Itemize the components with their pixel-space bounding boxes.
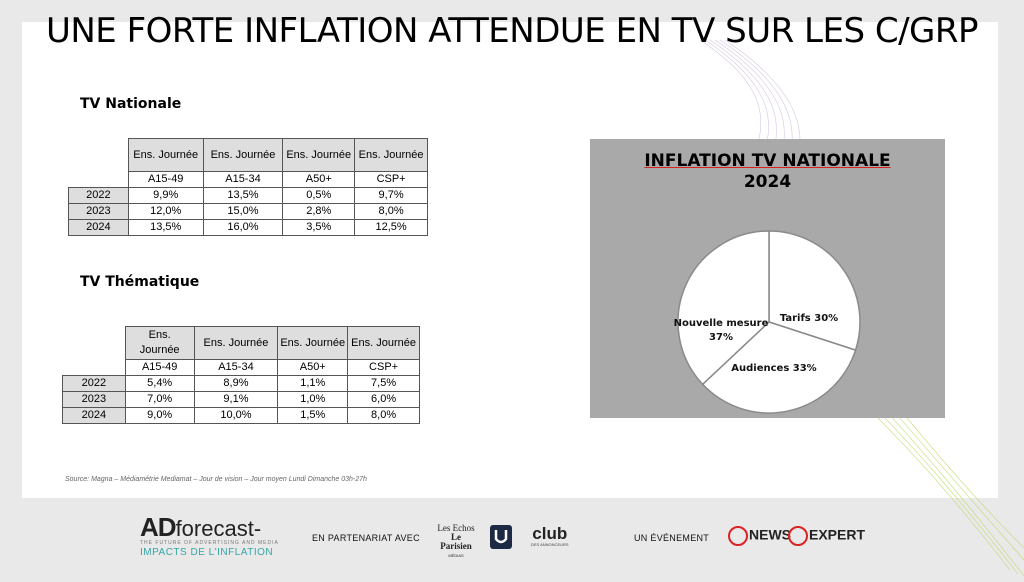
year-cell: 2023	[62, 391, 126, 408]
value-cell: 1,1%	[277, 375, 349, 392]
value-cell: 7,0%	[124, 391, 195, 408]
logo-ad-mark: AD	[140, 512, 177, 542]
pie-label: Nouvelle mesure 37%	[674, 318, 769, 343]
club-subtitle: DES ANNONCEURS	[531, 542, 569, 547]
value-cell: 9,1%	[193, 391, 279, 408]
club-wordmark: club	[532, 524, 568, 543]
pie-chart-panel: INFLATION TV NATIONALE 2024 Tarifs 30% Au…	[590, 139, 945, 418]
cb-news-logo: NEWS	[728, 526, 791, 546]
partner1-line2: Le Parisien	[440, 532, 472, 551]
logo-wordmark: forecast-	[175, 516, 262, 541]
table-row: 2024 9,0% 10,0% 1,5% 8,0%	[62, 407, 420, 424]
target-cell: A15-49	[124, 359, 195, 376]
year-cell: 2024	[68, 219, 129, 236]
adforecast-logo: ADforecast-	[140, 512, 261, 543]
logo-subtitle: IMPACTS DE L'INFLATION	[140, 547, 274, 558]
pie-slice-tarifs	[768, 230, 861, 352]
value-cell: 10,0%	[193, 407, 279, 424]
value-cell: 1,0%	[277, 391, 349, 408]
header-cell: Ens. Journée	[347, 326, 420, 360]
partenariat-label: EN PARTENARIAT AVEC	[312, 533, 420, 543]
header-cell: Ens. Journée	[277, 326, 349, 360]
lesechos-leparisien-logo: Les Echos Le Parisien MÉDIAS	[436, 524, 476, 560]
value-cell: 8,0%	[347, 407, 420, 424]
tv-thematique-table: Ens. Journée Ens. Journée Ens. Journée E…	[62, 326, 420, 424]
partner1-line1: Les Echos	[437, 523, 475, 533]
value-cell: 2,8%	[282, 203, 356, 220]
table-row: 2024 13,5% 16,0% 3,5% 12,5%	[68, 219, 428, 236]
value-cell: 13,5%	[127, 219, 204, 236]
value-cell: 15,0%	[202, 203, 284, 220]
partner1-line3: MÉDIAS	[448, 553, 464, 558]
value-cell: 7,5%	[347, 375, 420, 392]
footer: ADforecast- THE FUTURE OF ADVERTISING AN…	[0, 500, 1024, 582]
chart-title-line1: INFLATION TV NATIONALE	[644, 151, 891, 171]
target-cell: A50+	[282, 171, 356, 188]
value-cell: 12,5%	[354, 219, 428, 236]
value-cell: 8,9%	[193, 375, 279, 392]
pie-label: Tarifs 30%	[780, 313, 838, 324]
target-cell: A15-34	[193, 359, 279, 376]
table-row: 2022 9,9% 13,5% 0,5% 9,7%	[68, 187, 428, 204]
chart-title-line2: 2024	[743, 172, 792, 192]
table-row: 2023 7,0% 9,1% 1,0% 6,0%	[62, 391, 420, 408]
value-cell: 12,0%	[127, 203, 204, 220]
value-cell: 3,5%	[282, 219, 356, 236]
value-cell: 9,0%	[124, 407, 195, 424]
header-cell: Ens. Journée	[124, 326, 195, 360]
value-cell: 16,0%	[202, 219, 284, 236]
value-cell: 0,5%	[282, 187, 356, 204]
year-cell: 2024	[62, 407, 126, 424]
target-cell: A15-34	[202, 171, 284, 188]
value-cell: 9,9%	[127, 187, 204, 204]
header-cell: Ens. Journée	[282, 138, 356, 172]
evenement-label: UN ÉVÉNEMENT	[634, 533, 710, 543]
value-cell: 1,5%	[277, 407, 349, 424]
header-cell: Ens. Journée	[354, 138, 428, 172]
header-cell: Ens. Journée	[193, 326, 279, 360]
pie-slice-nouvelle-mesure	[677, 230, 770, 386]
header-cell: Ens. Journée	[202, 138, 284, 172]
tv-nationale-heading: TV Nationale	[80, 96, 182, 112]
year-cell: 2023	[68, 203, 129, 220]
target-cell: CSP+	[347, 359, 420, 376]
pie-label: Audiences 33%	[731, 363, 816, 374]
tv-thematique-heading: TV Thématique	[80, 274, 200, 290]
club-annonceurs-logo: club DES ANNONCEURS	[531, 524, 569, 547]
year-cell: 2022	[68, 187, 129, 204]
target-cell: CSP+	[354, 171, 428, 188]
pie-chart: Tarifs 30% Audiences 33% Nouvelle mesure 37…	[674, 230, 861, 414]
pie-slice-audiences	[701, 321, 857, 414]
page-title: UNE FORTE INFLATION ATTENDUE EN TV SUR L…	[45, 11, 979, 51]
value-cell: 6,0%	[347, 391, 420, 408]
source-note: Source: Magna – Médiamétrie Mediamat – J…	[65, 476, 367, 483]
value-cell: 5,4%	[124, 375, 195, 392]
value-cell: 13,5%	[202, 187, 284, 204]
value-cell: 8,0%	[354, 203, 428, 220]
partner-u-logo	[490, 525, 512, 549]
cb-expert-text: EXPERT	[809, 526, 866, 543]
cb-news-text: NEWS	[749, 526, 791, 543]
table-row: 2023 12,0% 15,0% 2,8% 8,0%	[68, 203, 428, 220]
target-cell: A50+	[277, 359, 349, 376]
logo-tagline: THE FUTURE OF ADVERTISING AND MEDIA	[140, 540, 279, 546]
cb-expert-logo: EXPERT	[788, 526, 865, 546]
chart-title: INFLATION TV NATIONALE 2024	[590, 151, 945, 193]
year-cell: 2022	[62, 375, 126, 392]
target-cell: A15-49	[127, 171, 204, 188]
table-row: 2022 5,4% 8,9% 1,1% 7,5%	[62, 375, 420, 392]
value-cell: 9,7%	[354, 187, 428, 204]
header-cell: Ens. Journée	[127, 138, 204, 172]
tv-nationale-table: Ens. Journée Ens. Journée Ens. Journée E…	[68, 138, 428, 236]
